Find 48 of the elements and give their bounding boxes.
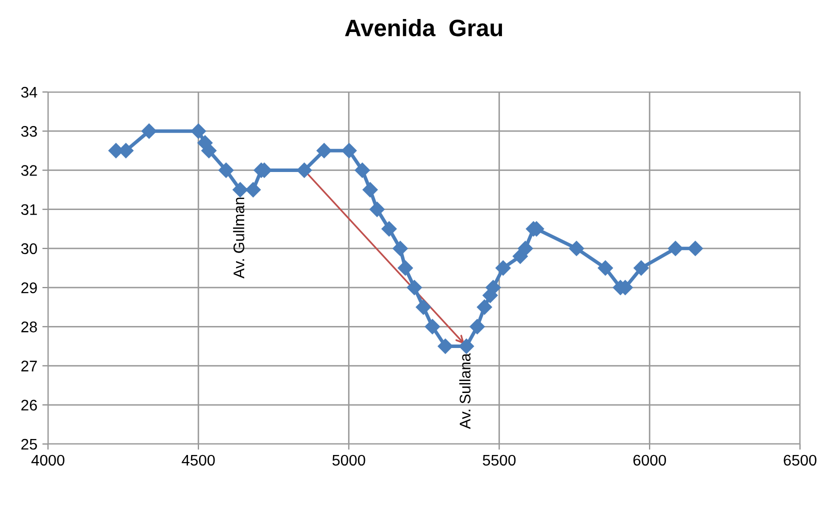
y-tick-label: 26 <box>21 400 37 411</box>
point <box>416 300 431 315</box>
point <box>668 240 684 256</box>
point <box>406 280 422 296</box>
point <box>296 162 312 178</box>
x-tick-label: 6500 <box>784 454 816 466</box>
point <box>568 240 584 256</box>
y-tick-label: 28 <box>21 322 37 332</box>
y-tick-label: 25 <box>21 438 37 450</box>
point <box>476 300 492 315</box>
point <box>470 319 485 334</box>
y-tick-label: 34 <box>21 86 38 98</box>
point <box>246 182 261 198</box>
y-tick-label: 31 <box>21 204 37 216</box>
x-tick-label: 4500 <box>182 454 215 466</box>
y-tick-label: 29 <box>21 282 37 294</box>
x-tick-label: 6000 <box>633 454 666 466</box>
y-tick-label: 32 <box>21 165 37 176</box>
point <box>518 240 533 256</box>
point <box>392 240 408 256</box>
y-tick-label: 30 <box>21 243 37 254</box>
x-tick-label: 5000 <box>332 454 366 466</box>
point <box>232 182 248 198</box>
point <box>634 260 649 276</box>
point <box>342 143 357 158</box>
x-tick-label: 5500 <box>482 454 516 466</box>
point <box>424 319 440 334</box>
annotation: Av. Gullman <box>233 198 244 278</box>
point <box>382 221 397 236</box>
point <box>598 260 613 276</box>
annotation: Av. Sullana <box>459 353 471 430</box>
point <box>458 338 474 354</box>
point <box>316 143 332 158</box>
x-tick-label: 4000 <box>31 454 64 466</box>
point <box>496 260 511 276</box>
point <box>362 182 378 198</box>
point <box>688 240 703 256</box>
point <box>398 260 413 276</box>
y-tick-label: 33 <box>21 126 37 137</box>
point <box>370 202 385 217</box>
y-tick-label: 27 <box>21 360 37 372</box>
point <box>438 338 453 354</box>
point <box>354 162 370 178</box>
point <box>201 143 216 158</box>
point <box>190 124 206 139</box>
chart-title: Avenida Grau <box>344 18 502 36</box>
point <box>218 162 234 178</box>
point <box>142 124 157 139</box>
